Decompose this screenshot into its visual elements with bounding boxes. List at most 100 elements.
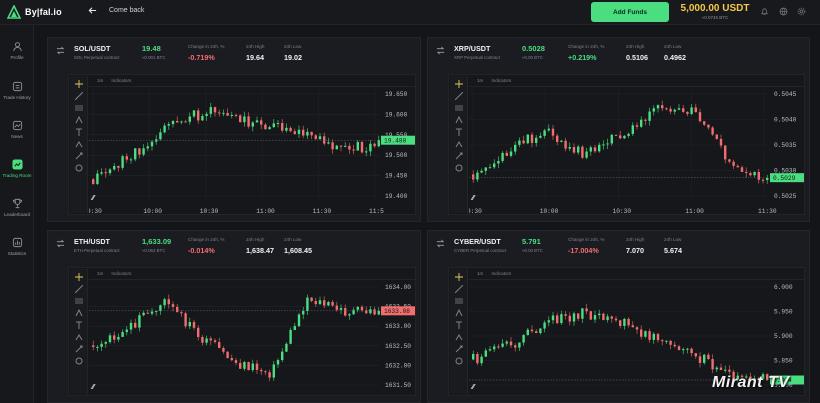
swap-icon[interactable] (436, 239, 445, 248)
candle-body (656, 333, 660, 341)
sidebar-item-label: News (11, 134, 23, 139)
candle-body (192, 322, 196, 328)
app-name: By|fal.io (25, 7, 62, 17)
text-icon[interactable] (75, 128, 83, 136)
swap-icon[interactable] (436, 46, 445, 55)
text-icon[interactable] (455, 128, 463, 136)
zoom-icon[interactable] (75, 164, 83, 172)
chart-area[interactable]: 1m Indicators 1634.001633.501633.001632.… (68, 267, 416, 396)
candle-body (736, 165, 739, 168)
symbol-name[interactable]: SOL/USDT (74, 44, 111, 53)
trend-line-icon[interactable] (454, 92, 463, 100)
sidebar-item-trading-room[interactable]: Trading Room (0, 159, 34, 178)
sidebar-item-news[interactable]: News (0, 120, 34, 139)
measure-icon[interactable] (455, 152, 463, 160)
indicators-button[interactable]: Indicators (111, 271, 132, 276)
candlestick-plot[interactable]: 1634.001633.501633.001632.501632.001631.… (89, 281, 415, 395)
fib-icon[interactable] (454, 104, 463, 112)
candle-body (556, 135, 559, 142)
candle-body (113, 335, 116, 340)
globe-icon[interactable] (779, 7, 788, 16)
trend-line-icon[interactable] (454, 285, 463, 293)
crosshair-icon[interactable] (454, 273, 463, 281)
interval-select[interactable]: 1m (477, 78, 484, 83)
shapes-icon[interactable] (75, 333, 83, 341)
swap-icon[interactable] (56, 239, 65, 248)
text-icon[interactable] (455, 321, 463, 329)
candle-body (635, 125, 639, 127)
pattern-icon[interactable] (75, 116, 83, 124)
symbol-subtitle: SOL Perpetual contract (74, 55, 120, 60)
candle-body (176, 306, 179, 313)
symbol-name[interactable]: XRP/USDT (454, 44, 491, 53)
candle-body (484, 350, 487, 357)
candlestick-plot[interactable]: 0.5045 0.5040 0.5035 0.5030 0.5025 9:30 10:00 1… (469, 88, 804, 215)
indicators-button[interactable]: Indicators (491, 271, 512, 276)
measure-icon[interactable] (75, 345, 83, 353)
candle-body (514, 345, 517, 348)
trend-line-icon[interactable] (74, 285, 83, 293)
candle-body (100, 172, 103, 174)
text-icon[interactable] (75, 321, 83, 329)
swap-icon[interactable] (56, 46, 65, 55)
sidebar-item-profile[interactable]: Profile (0, 41, 34, 60)
sidebar: Profile Trade History News Trading Room … (0, 25, 34, 403)
interval-select[interactable]: 1m (97, 78, 104, 83)
candlestick-plot[interactable]: 6.000 5.950 5.900 5.850 5.800 5.804 ⁄⁄ (469, 281, 804, 395)
candle-body (535, 137, 538, 143)
zoom-icon[interactable] (455, 357, 463, 365)
change-value: -17.004% (568, 246, 599, 255)
candlestick-plot[interactable]: 19.650 19.600 19.550 19.500 19.450 19.400 9:30… (89, 88, 415, 215)
gear-icon[interactable] (797, 7, 806, 16)
fib-icon[interactable] (74, 104, 83, 112)
back-button[interactable]: Come back (88, 6, 144, 15)
y-tick-label: 5.900 (774, 333, 793, 340)
fib-icon[interactable] (74, 297, 83, 305)
shapes-icon[interactable] (455, 140, 463, 148)
sidebar-item-leaderboard[interactable]: Leaderboard (0, 198, 34, 217)
pattern-icon[interactable] (75, 309, 83, 317)
candle-body (213, 340, 217, 343)
candle-body (686, 348, 689, 350)
candle-body (171, 304, 175, 307)
candle-body (497, 160, 500, 164)
crosshair-icon[interactable] (454, 80, 463, 88)
indicators-button[interactable]: Indicators (491, 78, 512, 83)
shapes-icon[interactable] (455, 333, 463, 341)
crosshair-icon[interactable] (74, 80, 83, 88)
measure-icon[interactable] (455, 345, 463, 353)
y-tick-label: 5.800 (774, 382, 793, 389)
candle-body (619, 135, 622, 139)
candle-body (501, 152, 504, 161)
interval-select[interactable]: 1m (477, 271, 484, 276)
zoom-icon[interactable] (455, 164, 463, 172)
crosshair-icon[interactable] (74, 273, 83, 281)
fib-icon[interactable] (454, 297, 463, 305)
sidebar-item-trade-history[interactable]: Trade History (0, 81, 34, 100)
chart-area[interactable]: 1m Indicators 6.000 5.950 5.900 5.850 5.800 5… (448, 267, 805, 396)
app-logo[interactable]: By|fal.io (7, 4, 62, 20)
candle-body (493, 163, 496, 168)
pattern-icon[interactable] (455, 309, 463, 317)
candle-body (539, 328, 542, 334)
candle-body (581, 308, 584, 319)
bell-icon[interactable] (760, 7, 769, 16)
trend-line-icon[interactable] (74, 92, 83, 100)
measure-icon[interactable] (75, 152, 83, 160)
interval-select[interactable]: 1m (97, 271, 104, 276)
sidebar-item-statistics[interactable]: Statistics (0, 237, 34, 256)
symbol-name[interactable]: CYBER/USDT (454, 237, 501, 246)
chart-area[interactable]: 1m Indicators 19.650 19.600 19.550 19.500 19… (68, 74, 416, 215)
add-funds-button[interactable]: Add Funds (591, 2, 669, 22)
candle-body (167, 124, 170, 126)
symbol-name[interactable]: ETH/USDT (74, 237, 110, 246)
high-value: 7.070 (626, 246, 644, 255)
zoom-icon[interactable] (75, 357, 83, 365)
shapes-icon[interactable] (75, 140, 83, 148)
pattern-icon[interactable] (455, 116, 463, 124)
chart-area[interactable]: 1m Indicators 0.5045 0.5040 0.5035 0.5030 0.… (448, 74, 805, 215)
indicators-button[interactable]: Indicators (111, 78, 132, 83)
candle-body (289, 329, 292, 344)
candle-body (344, 145, 347, 147)
candle-body (310, 131, 313, 136)
